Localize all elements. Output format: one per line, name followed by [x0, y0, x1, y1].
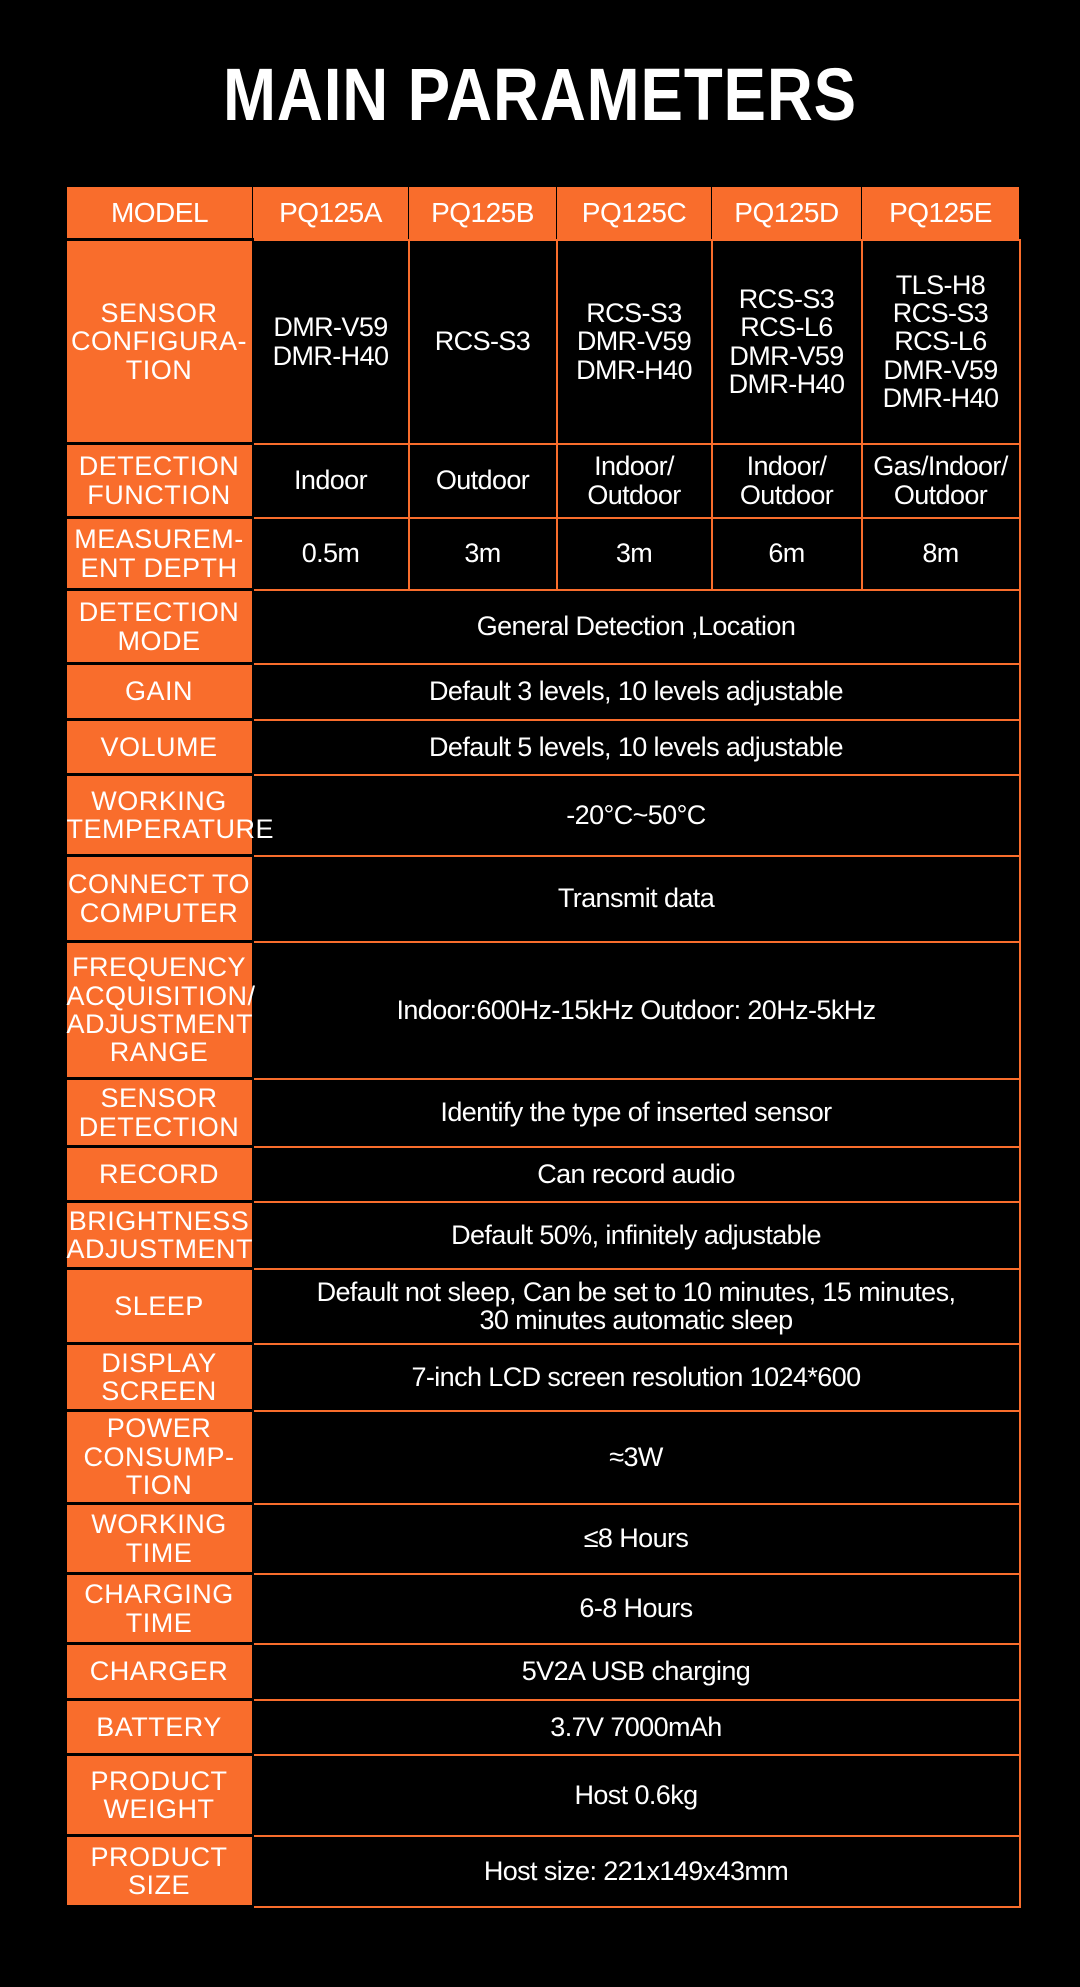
parameter-label: CHARGING TIME — [66, 1573, 254, 1645]
page-title: MAIN PARAMETERS — [223, 53, 857, 136]
model-header-label: MODEL — [66, 186, 253, 241]
parameter-value: RCS-S3 RCS-L6 DMR-V59 DMR-H40 — [710, 238, 863, 445]
parameter-value: Indoor — [251, 442, 410, 519]
parameter-value: Default 50%, infinitely adjustable — [251, 1200, 1021, 1270]
parameter-value: DMR-V59 DMR-H40 — [251, 238, 410, 445]
parameter-row: BATTERY 3.7V 7000mAh — [66, 1698, 1021, 1756]
parameter-label: MEASUREM- ENT DEPTH — [66, 517, 254, 591]
parameter-value: Default not sleep, Can be set to 10 minu… — [251, 1267, 1021, 1345]
parameter-row: WORKING TEMPERATURE -20°C~50°C — [66, 773, 1021, 857]
parameter-label: SENSOR CONFIGURA- TION — [66, 239, 254, 445]
parameter-row: RECORD Can record audio — [66, 1145, 1021, 1203]
parameter-row: VOLUME Default 5 levels, 10 levels adjust… — [66, 718, 1021, 776]
parameter-value: Host size: 221x149x43mm — [251, 1834, 1021, 1908]
parameter-value: 7-inch LCD screen resolution 1024*600 — [251, 1342, 1021, 1412]
model-header-cell: PQ125B — [408, 186, 557, 240]
parameter-row: PRODUCT WEIGHT Host 0.6kg — [66, 1753, 1021, 1837]
parameter-row: WORKING TIME ≤8 Hours — [66, 1502, 1021, 1575]
parameter-row: BRIGHTNESS ADJUSTMENT Default 50%, infini… — [66, 1200, 1021, 1270]
parameter-label: BRIGHTNESS ADJUSTMENT — [66, 1201, 254, 1270]
parameter-value: TLS-H8 RCS-S3 RCS-L6 DMR-V59 DMR-H40 — [860, 238, 1021, 445]
parameter-label: BATTERY — [66, 1699, 254, 1756]
parameter-label: FREQUENCY ACQUISITION/ ADJUSTMENT RANGE — [66, 941, 255, 1080]
parameter-label: DETECTION FUNCTION — [66, 443, 254, 519]
parameter-value: 3.7V 7000mAh — [251, 1698, 1021, 1756]
parameter-label: CONNECT TO COMPUTER — [66, 855, 254, 943]
parameter-label: PRODUCT WEIGHT — [66, 1754, 254, 1837]
parameter-value: ≈3W — [251, 1409, 1021, 1505]
parameter-row: GAIN Default 3 levels, 10 levels adjustab… — [66, 662, 1021, 721]
parameter-value: 8m — [860, 516, 1021, 591]
parameter-value: Default 5 levels, 10 levels adjustable — [251, 718, 1021, 776]
parameter-value: Indoor/ Outdoor — [710, 442, 863, 519]
parameter-value: RCS-S3 — [407, 238, 558, 445]
parameter-label: DISPLAY SCREEN — [66, 1343, 254, 1412]
parameter-value: Can record audio — [251, 1145, 1021, 1203]
parameter-label: GAIN — [66, 663, 254, 721]
model-header-cell: PQ125E — [861, 186, 1020, 240]
parameter-row: DISPLAY SCREEN 7-inch LCD screen resoluti… — [66, 1342, 1021, 1412]
parameter-value: Outdoor — [407, 442, 558, 519]
parameter-label: POWER CONSUMP- TION — [66, 1410, 254, 1505]
parameter-value: Default 3 levels, 10 levels adjustable — [251, 662, 1021, 721]
parameter-label: DETECTION MODE — [66, 589, 254, 665]
model-header-cell: PQ125D — [711, 186, 862, 240]
parameter-row: SENSOR DETECTION Identify the type of ins… — [66, 1077, 1021, 1148]
parameter-value: 0.5m — [251, 516, 410, 591]
parameter-value: Indoor/ Outdoor — [555, 442, 713, 519]
parameter-value: 5V2A USB charging — [251, 1642, 1021, 1701]
parameter-label: CHARGER — [66, 1643, 254, 1701]
model-header-cell: PQ125C — [556, 186, 712, 240]
parameter-row: SENSOR CONFIGURA- TION DMR-V59 DMR-H40 RCS… — [66, 238, 1021, 445]
parameter-row: MEASUREM- ENT DEPTH 0.5m 3m 3m 6m 8m — [66, 516, 1021, 591]
parameter-value: 6-8 Hours — [251, 1572, 1021, 1645]
parameter-row: CHARGER 5V2A USB charging — [66, 1642, 1021, 1701]
parameter-label: RECORD — [66, 1146, 254, 1203]
parameter-label: SLEEP — [66, 1268, 254, 1345]
parameter-row: SLEEP Default not sleep, Can be set to 10… — [66, 1267, 1021, 1345]
parameter-value: 3m — [555, 516, 713, 591]
parameter-value: RCS-S3 DMR-V59 DMR-H40 — [555, 238, 713, 445]
parameter-value: 6m — [710, 516, 863, 591]
header-row: MODEL PQ125A PQ125B PQ125C PQ125D PQ125E — [66, 186, 1020, 241]
parameter-row: PRODUCT SIZE Host size: 221x149x43mm — [66, 1834, 1021, 1908]
parameter-row: CHARGING TIME 6-8 Hours — [66, 1572, 1021, 1645]
parameter-row: CONNECT TO COMPUTER Transmit data — [66, 854, 1021, 943]
parameter-value: ≤8 Hours — [251, 1502, 1021, 1575]
parameter-value: General Detection ,Location — [251, 588, 1021, 665]
parameter-label: WORKING TEMPERATURE — [66, 774, 274, 857]
parameter-row: DETECTION FUNCTION Indoor Outdoor Indoor/ O… — [66, 442, 1021, 519]
parameter-value: Identify the type of inserted sensor — [251, 1077, 1021, 1148]
parameter-label: VOLUME — [66, 719, 254, 776]
parameter-row: FREQUENCY ACQUISITION/ ADJUSTMENT RANGE I… — [66, 940, 1021, 1080]
parameter-value: Host 0.6kg — [251, 1753, 1021, 1837]
parameter-row: POWER CONSUMP- TION ≈3W — [66, 1409, 1021, 1505]
parameter-row: DETECTION MODE General Detection ,Locatio… — [66, 588, 1021, 665]
parameter-value: Transmit data — [251, 854, 1021, 943]
parameter-value: Gas/Indoor/ Outdoor — [860, 442, 1021, 519]
parameters-table: MODEL PQ125A PQ125B PQ125C PQ125D PQ125E… — [66, 186, 1021, 1908]
parameter-value: 3m — [407, 516, 558, 591]
parameter-label: PRODUCT SIZE — [66, 1835, 254, 1908]
parameter-label: SENSOR DETECTION — [66, 1078, 254, 1148]
parameter-value: Indoor:600Hz-15kHz Outdoor: 20Hz-5kHz — [251, 940, 1021, 1080]
parameter-value: -20°C~50°C — [251, 773, 1021, 857]
parameter-label: WORKING TIME — [66, 1503, 254, 1575]
model-header-cell: PQ125A — [252, 186, 409, 240]
